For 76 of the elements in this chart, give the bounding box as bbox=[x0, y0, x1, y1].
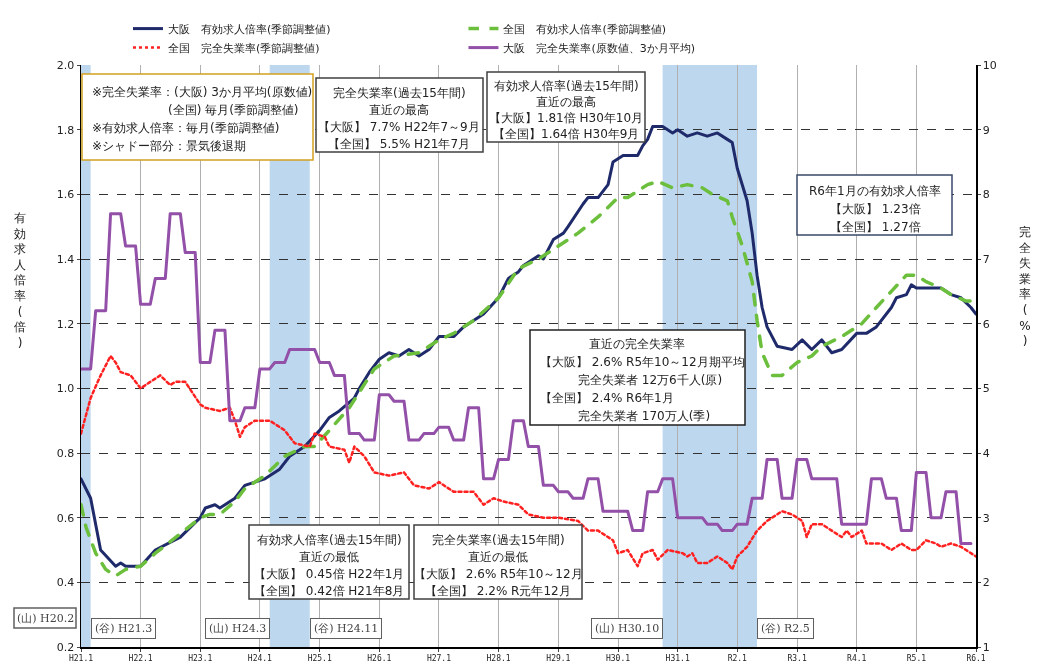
y2-tick-label: 4 bbox=[982, 446, 990, 460]
annotation: 【全国】 1.27倍 bbox=[830, 220, 921, 234]
annotation: (山) H24.3 bbox=[209, 622, 267, 635]
x-tick-label: H24.1 bbox=[247, 654, 273, 663]
y2-tick-label: 5 bbox=[982, 382, 990, 396]
annotation: (山) H30.10 bbox=[595, 622, 660, 635]
y2-tick-label: 2 bbox=[982, 576, 990, 590]
x-tick-label: H30.1 bbox=[605, 654, 631, 663]
x-tick-label: H25.1 bbox=[307, 654, 332, 663]
annotation: 完全失業者 12万6千人(原) bbox=[578, 373, 723, 387]
annotation: 【全国】1.64倍 H30年9月 bbox=[493, 127, 640, 141]
x-tick-label: R5.1 bbox=[906, 654, 927, 663]
y2-axis-title: 完全失業率(%) bbox=[1019, 225, 1031, 349]
y-tick-label: 2.0 bbox=[56, 58, 75, 72]
y-tick-label: 1.2 bbox=[56, 317, 75, 331]
annotation: 完全失業率(過去15年間) bbox=[333, 86, 466, 100]
y2-tick-label: 3 bbox=[982, 511, 990, 525]
annotation: 【全国】 0.42倍 H21年8月 bbox=[254, 584, 405, 598]
annotation: 【大阪】 2.6% R5年10～12月期平均 bbox=[540, 355, 745, 369]
y2-tick-label: 1 bbox=[982, 640, 990, 654]
x-tick-label: H21.1 bbox=[68, 654, 94, 663]
x-tick-label: R4.1 bbox=[847, 654, 867, 663]
annotation: 【大阪】 0.45倍 H22年1月 bbox=[254, 567, 405, 581]
annotation: ※完全失業率：(大阪) 3か月平均(原数値) bbox=[92, 85, 313, 99]
annotation: 直近の最高 bbox=[369, 103, 429, 117]
annotation: 完全失業者 170万人(季) bbox=[578, 409, 711, 423]
y2-tick-label: 9 bbox=[982, 123, 990, 137]
x-tick-label: H28.1 bbox=[486, 654, 511, 663]
x-tick-label: H27.1 bbox=[426, 654, 452, 663]
annotation: (谷) R2.5 bbox=[761, 622, 810, 635]
annotation: (谷) H21.3 bbox=[95, 622, 153, 635]
y-tick-label: 1.6 bbox=[56, 188, 75, 202]
x-tick-label: R6.1 bbox=[966, 654, 986, 663]
y-tick-label: 1.8 bbox=[56, 123, 75, 137]
annotation: 直近の最低 bbox=[468, 550, 528, 564]
y-tick-label: 0.6 bbox=[56, 511, 75, 525]
text: (山) H20.2 bbox=[17, 612, 75, 625]
annotation: 直近の完全失業率 bbox=[589, 337, 685, 351]
annotation: 【大阪】1.81倍 H30年10月 bbox=[489, 111, 644, 125]
annotation: 【全国】 2.4% R6年1月 bbox=[540, 391, 674, 405]
y2-tick-label: 8 bbox=[982, 188, 990, 202]
x-tick-label: H26.1 bbox=[367, 654, 392, 663]
legend-label: 全国 有効求人倍率(季節調整値) bbox=[503, 22, 667, 36]
annotation: 【全国】 5.5% H21年7月 bbox=[328, 137, 471, 151]
annotation: R6年1月の有効求人倍率 bbox=[809, 184, 941, 198]
annotation: 有効求人倍率(過去15年間) bbox=[257, 533, 402, 547]
annotation: (谷) H24.11 bbox=[314, 622, 379, 635]
annotation: 直近の最高 bbox=[536, 95, 596, 109]
annotation: (全国) 毎月(季節調整値) bbox=[168, 103, 299, 117]
annotation: ※有効求人倍率：毎月(季節調整値) bbox=[92, 121, 280, 135]
annotation: 【大阪】 2.6% R5年10～12月 bbox=[414, 567, 583, 581]
y2-tick-label: 7 bbox=[982, 252, 990, 266]
x-tick-label: R3.1 bbox=[787, 654, 807, 663]
x-tick-label: H29.1 bbox=[546, 654, 571, 663]
y2-tick-label: 6 bbox=[982, 317, 990, 331]
annotation: 直近の最低 bbox=[299, 550, 359, 564]
x-tick-label: H23.1 bbox=[188, 654, 213, 663]
y-tick-label: 1.4 bbox=[56, 252, 75, 266]
legend-label: 大阪 完全失業率(原数値、3か月平均) bbox=[503, 41, 696, 55]
y2-tick-label: 10 bbox=[982, 58, 997, 72]
annotation: 【全国】 2.2% R元年12月 bbox=[425, 584, 571, 598]
annotation: 完全失業率(過去15年間) bbox=[432, 533, 565, 547]
x-tick-label: R2.1 bbox=[727, 654, 748, 663]
y-tick-label: 1.0 bbox=[56, 382, 75, 396]
legend-label: 全国 完全失業率(季節調整値) bbox=[167, 41, 320, 55]
x-tick-label: H22.1 bbox=[128, 654, 153, 663]
legend-label: 大阪 有効求人倍率(季節調整値) bbox=[167, 22, 331, 36]
annotation: 【大阪】 7.7% H22年7～9月 bbox=[318, 120, 480, 134]
x-tick-label: H31.1 bbox=[665, 654, 690, 663]
annotation: ※シャドー部分：景気後退期 bbox=[92, 139, 247, 153]
text: 有効求人倍率(倍) bbox=[14, 211, 26, 350]
y-tick-label: 0.4 bbox=[56, 576, 75, 590]
y-tick-label: 0.2 bbox=[56, 640, 75, 654]
annotation: 有効求人倍率(過去15年間) bbox=[494, 79, 639, 93]
y-tick-label: 0.8 bbox=[56, 446, 75, 460]
annotation: 【大阪】 1.23倍 bbox=[830, 202, 921, 216]
